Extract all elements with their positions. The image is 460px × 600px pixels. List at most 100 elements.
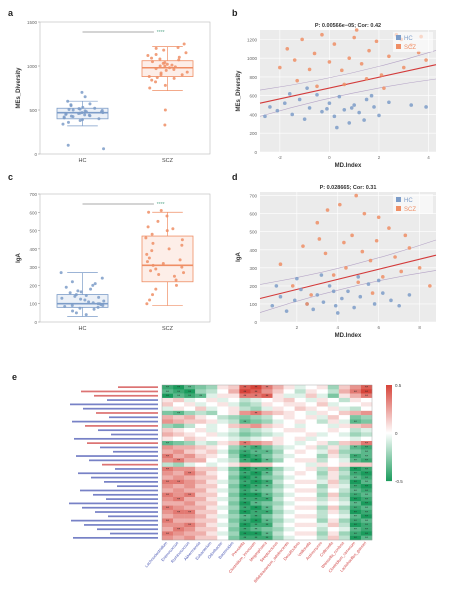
colorbar-tick-label: 0 [395, 431, 398, 436]
data-point [87, 113, 91, 117]
data-point [154, 46, 158, 50]
heatmap-cell [217, 406, 229, 412]
heatmap-cell [349, 466, 362, 472]
data-point [78, 111, 82, 115]
heatmap-cell [162, 462, 174, 468]
significance-mark: ** [255, 459, 258, 463]
data-point-SCZ [401, 65, 406, 70]
heatmap-cell [327, 462, 340, 468]
heatmap-cell [184, 419, 196, 424]
box-SCZ [141, 235, 194, 283]
data-point [164, 68, 168, 72]
significance-mark: ** [255, 454, 258, 458]
heatmap-cell [206, 419, 218, 424]
significance-mark: ** [266, 480, 269, 484]
significance-mark: ** [354, 420, 357, 424]
heatmap-cell [195, 509, 207, 515]
heatmap-cell [327, 514, 340, 519]
heatmap-cell [195, 501, 207, 506]
heatmap-cell [305, 410, 317, 416]
y-tick-label: 0 [34, 320, 37, 325]
heatmap-cell [206, 496, 218, 502]
heatmap-cell [261, 393, 273, 399]
heatmap-cell [294, 410, 306, 416]
heatmap-cell [316, 479, 328, 485]
heatmap-cell [305, 496, 317, 502]
heatmap-cell [195, 466, 207, 472]
heatmap-cell [338, 406, 351, 412]
heatmap-cell [327, 406, 340, 412]
heatmap-cell [283, 484, 295, 489]
heatmap-cell [272, 415, 284, 420]
data-point-SCZ [374, 238, 379, 243]
x-tick-label: SCZ [162, 158, 174, 164]
heatmap-cell [250, 492, 262, 498]
data-point-HC [263, 114, 267, 119]
heatmap-cell [162, 415, 174, 420]
significance-mark: ** [365, 502, 368, 506]
data-point-HC [331, 289, 336, 294]
data-point-HC [282, 101, 287, 105]
data-point [165, 214, 169, 218]
heatmap-cell [162, 496, 174, 502]
column-label: Eubacterium [194, 540, 213, 561]
significance-mark: ** [166, 480, 169, 484]
heatmap-cell [272, 479, 284, 485]
heatmap-cell [305, 389, 317, 394]
data-point [161, 61, 165, 65]
data-point [170, 63, 174, 67]
heatmap-cell [162, 518, 174, 523]
column-label: Streptococcus [259, 540, 279, 563]
significance-mark: ** [166, 441, 169, 445]
row-label [100, 446, 158, 449]
data-point-HC [369, 93, 374, 98]
data-point-SCZ [278, 262, 283, 267]
data-point-HC [315, 92, 319, 97]
significance-mark: ** [188, 385, 191, 389]
data-point [93, 106, 97, 110]
heatmap-cell [184, 406, 196, 412]
heatmap-cell [349, 518, 362, 523]
heatmap-cell [305, 449, 317, 455]
data-point [91, 283, 95, 287]
heatmap-cell [162, 466, 174, 472]
significance-mark: ** [177, 394, 180, 398]
heatmap-cell [294, 466, 306, 472]
heatmap-cell [316, 535, 328, 541]
heatmap-cell [294, 488, 306, 493]
data-point-SCZ [419, 34, 423, 39]
heatmap-cell [173, 514, 185, 519]
heatmap-cell [338, 462, 351, 468]
y-tick-label: 700 [29, 192, 37, 197]
heatmap-cell [316, 415, 328, 420]
significance-stars: **** [157, 30, 165, 36]
heatmap-cell [261, 458, 273, 463]
significance-mark: ** [244, 450, 247, 454]
heatmap-cell [272, 505, 284, 511]
heatmap-cell [195, 423, 207, 429]
data-point-SCZ [315, 84, 319, 89]
heatmap-cell [261, 505, 273, 511]
heatmap-cell [305, 445, 317, 450]
heatmap-cell [173, 501, 185, 506]
heatmap-cell [162, 488, 174, 493]
data-point-SCZ [340, 68, 344, 73]
significance-mark: ** [255, 394, 258, 398]
data-point [149, 269, 153, 273]
heatmap-cell [261, 479, 273, 485]
heatmap-cell [261, 514, 273, 519]
heatmap-cell [272, 475, 284, 480]
heatmap-cell [327, 484, 340, 489]
data-point [180, 265, 184, 269]
significance-mark: ** [365, 497, 368, 501]
data-point [71, 108, 75, 112]
heatmap-cell [316, 514, 328, 519]
heatmap-cell [261, 428, 273, 433]
heatmap-cell [228, 505, 240, 511]
significance-mark: ** [365, 510, 368, 514]
heatmap-cell [228, 527, 240, 532]
heatmap-cell [184, 397, 196, 403]
heatmap-cell [195, 522, 207, 528]
data-point-SCZ [309, 293, 313, 297]
data-point-HC [270, 303, 275, 308]
